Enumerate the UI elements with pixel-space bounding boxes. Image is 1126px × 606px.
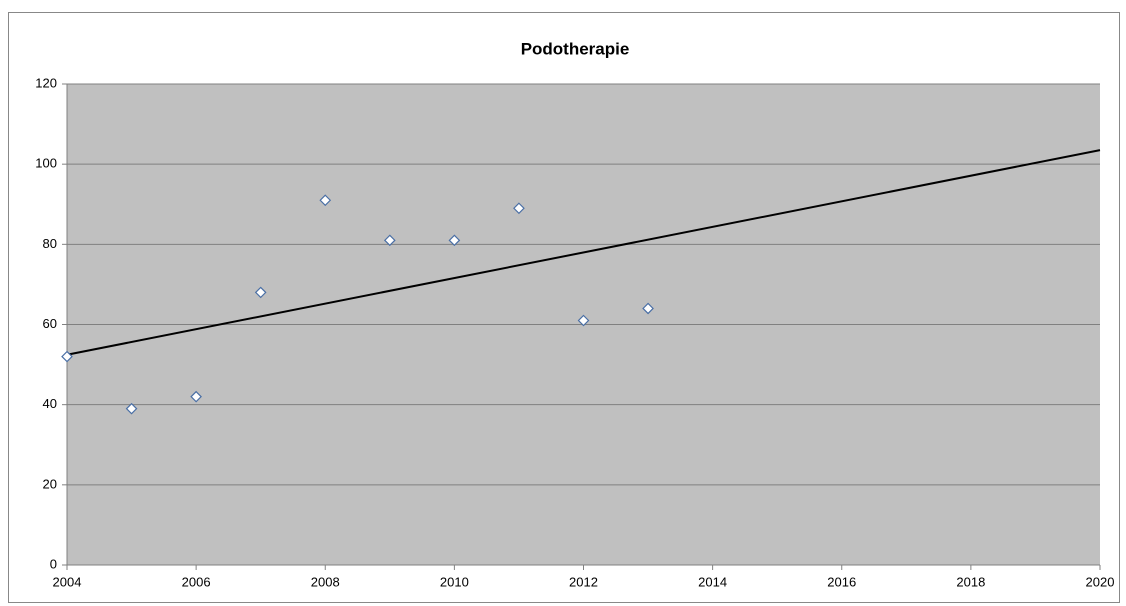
x-tick-label: 2020 xyxy=(1086,574,1115,589)
y-tick-label: 100 xyxy=(35,156,57,171)
point xyxy=(61,350,73,363)
point xyxy=(125,402,138,415)
y-tick-label: 60 xyxy=(43,316,57,331)
point xyxy=(319,194,332,207)
point xyxy=(190,390,202,403)
trendline xyxy=(66,149,1101,356)
x-tick-label: 2008 xyxy=(311,574,340,589)
point xyxy=(254,286,267,299)
point xyxy=(383,234,396,247)
point xyxy=(577,314,590,327)
y-tick-label: 120 xyxy=(35,75,57,90)
point xyxy=(642,302,654,315)
y-tick-label: 80 xyxy=(43,236,57,251)
x-tick-label: 2016 xyxy=(827,574,856,589)
y-tick-label: 20 xyxy=(43,476,57,491)
chart-title: Podotherapie xyxy=(521,39,630,58)
x-tick-label: 2012 xyxy=(569,574,598,589)
y-tick-label: 40 xyxy=(43,396,57,411)
point xyxy=(513,202,525,215)
x-tick-label: 2014 xyxy=(698,574,727,589)
x-tick-label: 2018 xyxy=(956,574,985,589)
y-tick-label: 0 xyxy=(50,556,57,571)
x-tick-label: 2006 xyxy=(182,574,211,589)
point xyxy=(448,234,461,247)
x-tick-label: 2004 xyxy=(53,574,82,589)
x-tick-label: 2010 xyxy=(440,574,469,589)
